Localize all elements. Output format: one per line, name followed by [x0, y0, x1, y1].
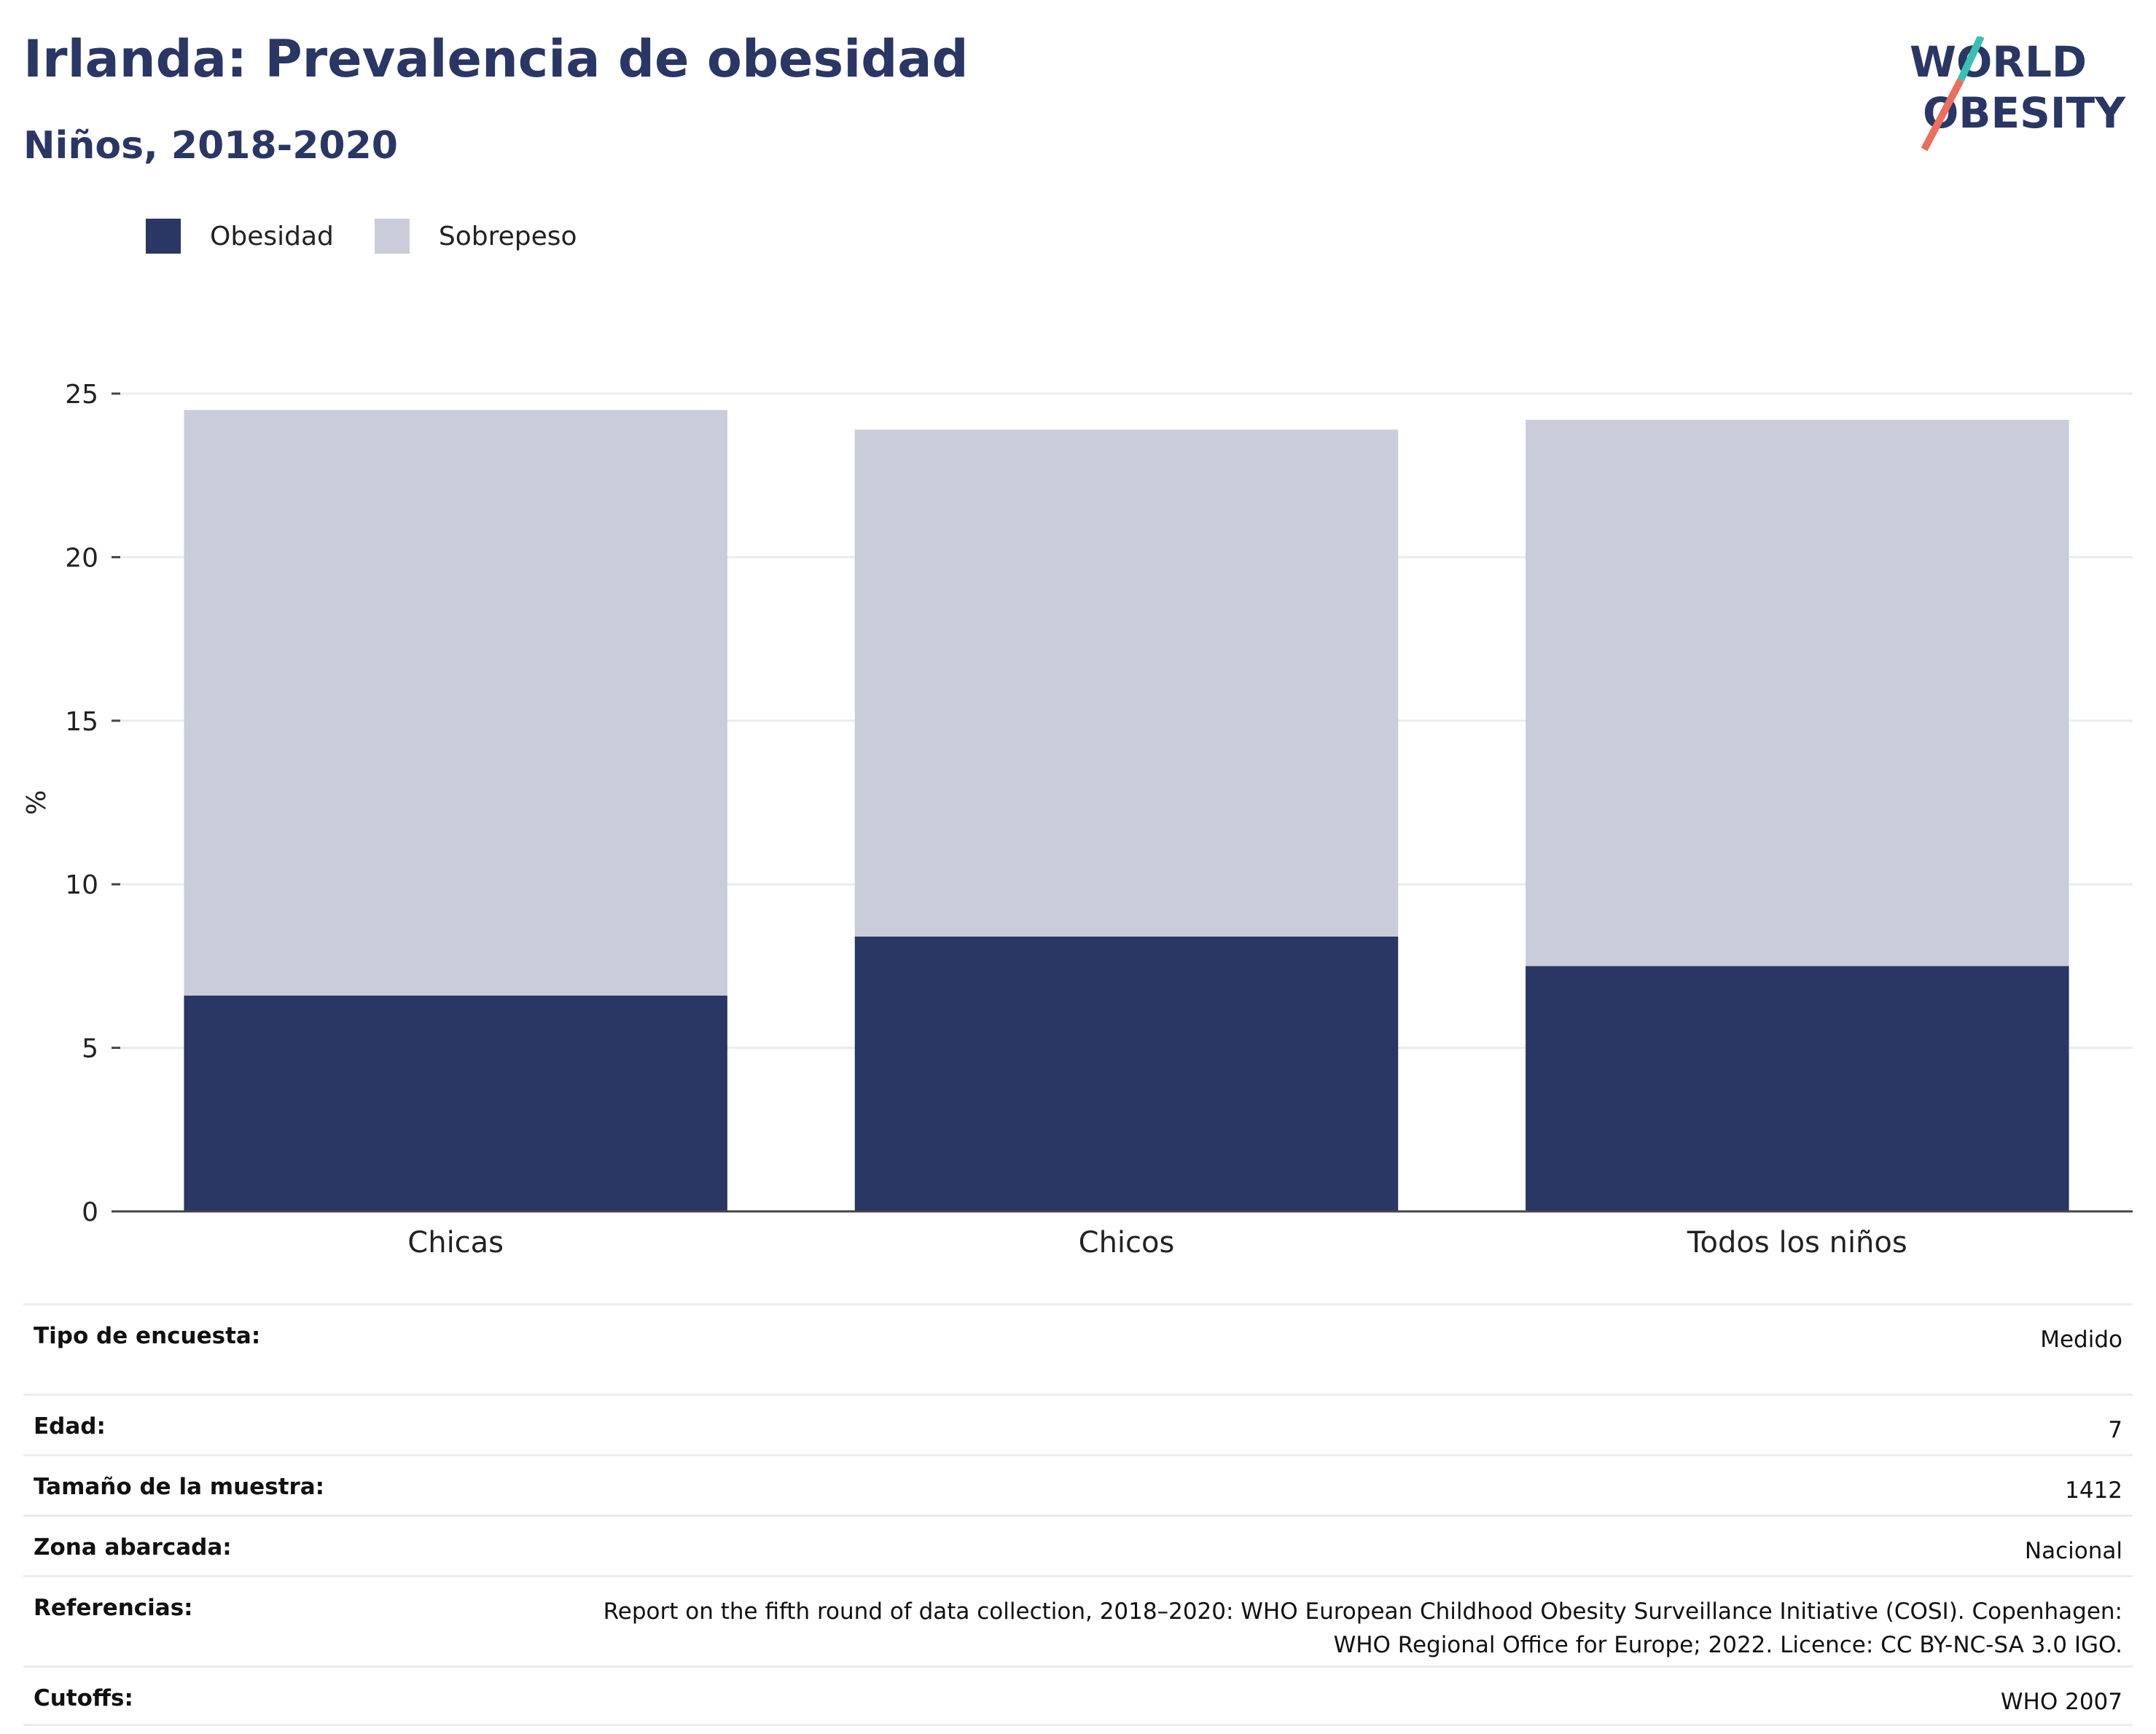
meta-value-age: 7 [2108, 1417, 2122, 1443]
meta-value-cutoffs: WHO 2007 [2000, 1689, 2122, 1715]
meta-label-cutoffs: Cutoffs: [34, 1685, 133, 1711]
logo-slash-teal [1957, 36, 1985, 82]
meta-value-sample-size: 1412 [2065, 1477, 2122, 1504]
legend-item-obesidad[interactable]: Obesidad [146, 219, 334, 254]
meta-value-references: Report on the fifth round of data collec… [604, 1595, 2122, 1662]
bar-chart: 0 5 10 15 20 25 Chicas Chicos Todos los niños % [22, 380, 2133, 1260]
meta-label-age: Edad: [34, 1413, 106, 1440]
world-obesity-logo: WORLD OBESITY [1910, 36, 2126, 152]
x-category-label: Todos los niños [1687, 1226, 1907, 1260]
y-axis-ticks: 0 5 10 15 20 25 [65, 380, 120, 1227]
meta-label-references: Referencias: [34, 1595, 193, 1621]
meta-row-survey-type: Tipo de encuesta: Medido [23, 1303, 2133, 1394]
meta-references-line-2: WHO Regional Office for Europe; 2022. Li… [1333, 1632, 2122, 1658]
meta-label-sample-size: Tamaño de la muestra: [34, 1474, 325, 1500]
meta-row-cutoffs: Cutoffs: WHO 2007 [23, 1665, 2133, 1726]
chart-subtitle: Niños, 2018-2020 [23, 124, 398, 168]
legend-item-sobrepeso[interactable]: Sobrepeso [374, 219, 577, 254]
logo-line1: WORLD [1910, 37, 2087, 87]
bar-obesidad-2 [854, 937, 1399, 1211]
y-tick-label: 0 [82, 1198, 98, 1227]
y-axis-title: % [22, 790, 52, 815]
legend-swatch-sobrepeso [374, 219, 410, 254]
logo-slash-coral [1921, 78, 1964, 152]
y-tick-label: 10 [65, 870, 98, 900]
chart-title: Irlanda: Prevalencia de obesidad [23, 29, 969, 89]
y-tick-label: 15 [65, 707, 98, 737]
legend-label-sobrepeso: Sobrepeso [438, 221, 577, 251]
meta-value-area: Nacional [2024, 1538, 2122, 1564]
meta-references-line-1: Report on the fifth round of data collec… [603, 1598, 2122, 1625]
bar-sobrepeso-2 [854, 429, 1399, 937]
legend: Obesidad Sobrepeso [146, 219, 618, 254]
meta-label-area: Zona abarcada: [34, 1534, 232, 1561]
meta-row-sample-size: Tamaño de la muestra: 1412 [23, 1454, 2133, 1515]
y-tick-label: 20 [65, 543, 98, 573]
legend-label-obesidad: Obesidad [210, 221, 334, 251]
meta-label-survey-type: Tipo de encuesta: [34, 1323, 261, 1349]
bar-sobrepeso-3 [1526, 419, 2069, 966]
y-tick-label: 25 [65, 380, 98, 410]
survey-info-table: Tipo de encuesta: Medido Edad: 7 Tamaño … [23, 1303, 2133, 1726]
meta-row-references: Referencias: Report on the fifth round o… [23, 1575, 2133, 1665]
meta-row-area: Zona abarcada: Nacional [23, 1515, 2133, 1575]
meta-value-survey-type: Medido [2040, 1327, 2122, 1353]
x-category-label: Chicos [1079, 1226, 1175, 1260]
y-tick-label: 5 [82, 1034, 98, 1064]
meta-row-age: Edad: 7 [23, 1394, 2133, 1454]
bar-sobrepeso-1 [184, 410, 727, 996]
x-axis-categories: Chicas Chicos Todos los niños [407, 1226, 1907, 1260]
bar-obesidad-3 [1526, 966, 2069, 1211]
bar-obesidad-1 [184, 995, 727, 1211]
x-category-label: Chicas [407, 1226, 504, 1260]
bars [184, 410, 2069, 1211]
legend-swatch-obesidad [146, 219, 181, 254]
logo-line2: OBESITY [1923, 88, 2126, 138]
